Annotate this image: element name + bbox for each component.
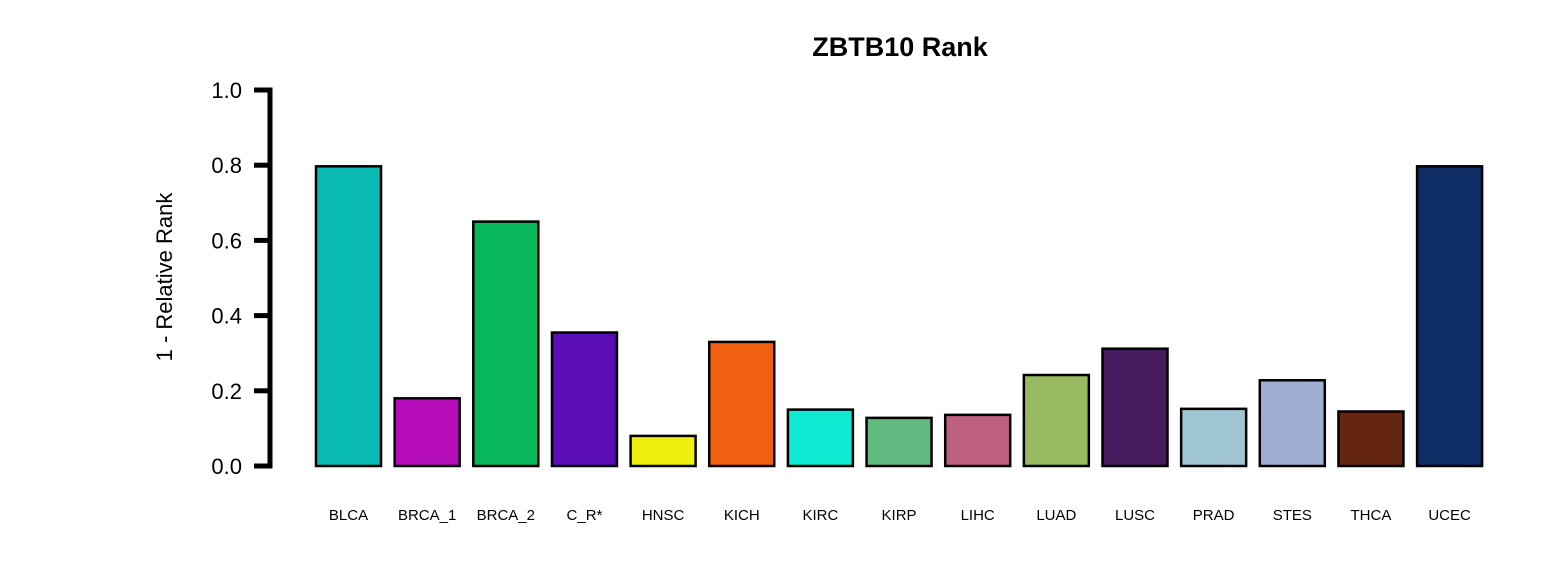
y-tick-label: 0.8: [211, 153, 242, 178]
bar-kirp: [865, 416, 933, 468]
x-tick-label: LUAD: [1036, 507, 1076, 524]
bar-c-r: [550, 331, 619, 468]
x-tick-label: BRCA_2: [477, 507, 535, 524]
bar-kich: [708, 340, 776, 468]
y-tick-label: 0.2: [211, 379, 242, 404]
bar-prad: [1179, 407, 1248, 468]
x-tick-label: KIRC: [802, 507, 838, 524]
bar-kirc: [786, 408, 855, 468]
y-axis: 0.0 0.2 0.4 0.6 0.8 1.0: [211, 78, 273, 479]
bar-blca: [314, 165, 383, 468]
x-tick-label: THCA: [1351, 507, 1392, 524]
y-tick-label: 1.0: [211, 78, 242, 103]
x-tick-label: UCEC: [1428, 507, 1471, 524]
bar-lusc: [1101, 347, 1169, 468]
bars-group: [314, 165, 1484, 468]
y-axis-label: 1 - Relative Rank: [152, 192, 177, 362]
x-tick-label: KIRP: [882, 507, 917, 524]
x-tick-label: C_R*: [567, 507, 603, 524]
y-tick-label: 0.0: [211, 454, 242, 479]
x-tick-label: STES: [1273, 507, 1312, 524]
bar-hnsc: [629, 434, 697, 468]
x-tick-label: HNSC: [642, 507, 685, 524]
x-tick-label: BLCA: [329, 507, 368, 524]
x-tick-labels: BLCA BRCA_1 BRCA_2 C_R* HNSC KICH KIRC KIRP LIHC…: [329, 507, 1471, 524]
bar-luad: [1022, 373, 1091, 468]
x-tick-label: KICH: [724, 507, 760, 524]
y-tick-label: 0.6: [211, 228, 242, 253]
x-tick-label: BRCA_1: [398, 507, 456, 524]
x-tick-label: LUSC: [1115, 507, 1155, 524]
bar-stes: [1258, 379, 1327, 468]
chart-title: ZBTB10 Rank: [812, 32, 989, 62]
y-tick-label: 0.4: [211, 304, 242, 329]
bar-brca-1: [393, 397, 461, 468]
x-tick-label: PRAD: [1193, 507, 1235, 524]
bar-brca-2: [472, 220, 540, 468]
bar-lihc: [943, 413, 1012, 468]
x-tick-label: LIHC: [961, 507, 995, 524]
bar-ucec: [1415, 165, 1484, 468]
bar-thca: [1337, 410, 1405, 468]
